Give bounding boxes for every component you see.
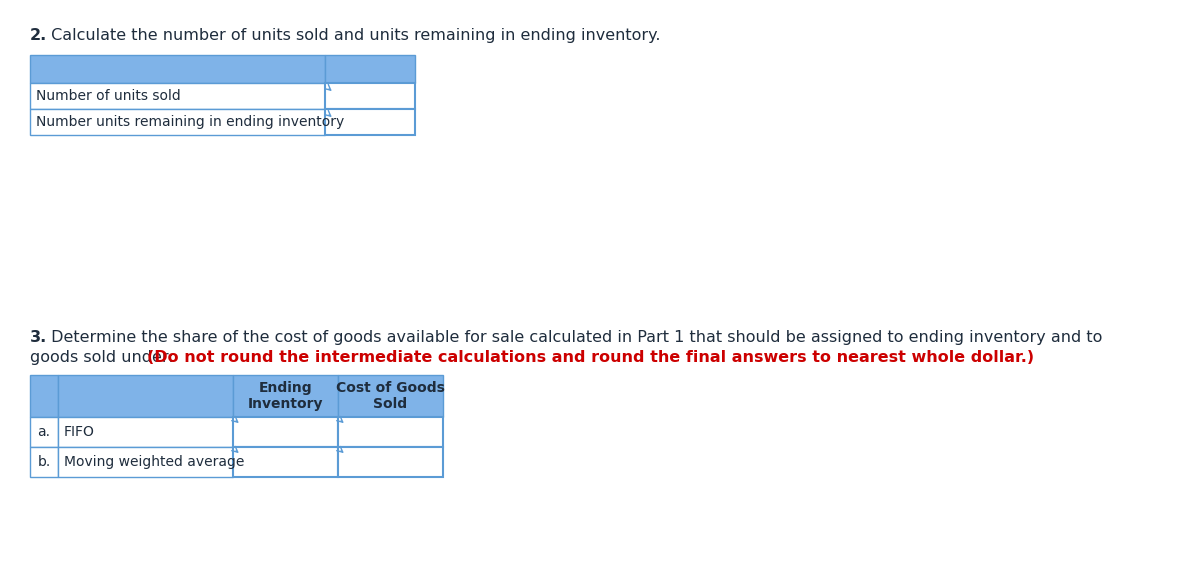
Text: Moving weighted average: Moving weighted average — [64, 455, 245, 469]
Bar — [325, 83, 415, 109]
Bar — [58, 447, 233, 477]
Bar — [30, 83, 325, 109]
Text: a.: a. — [37, 425, 50, 439]
Bar — [58, 417, 233, 447]
Text: Calculate the number of units sold and units remaining in ending inventory.: Calculate the number of units sold and u… — [46, 28, 660, 43]
Bar — [30, 447, 58, 477]
Bar — [325, 109, 415, 135]
Bar — [30, 55, 325, 83]
Text: Number units remaining in ending inventory: Number units remaining in ending invento… — [36, 115, 344, 129]
Bar — [30, 109, 325, 135]
Bar — [233, 417, 338, 447]
Bar — [338, 417, 443, 447]
Text: (Do not round the intermediate calculations and round the final answers to neare: (Do not round the intermediate calculati… — [148, 350, 1034, 365]
Text: goods sold under:: goods sold under: — [30, 350, 179, 365]
Bar — [30, 417, 58, 447]
Bar — [338, 375, 443, 417]
Bar — [233, 447, 338, 477]
Text: FIFO: FIFO — [64, 425, 95, 439]
Text: Number of units sold: Number of units sold — [36, 89, 181, 103]
Text: 2.: 2. — [30, 28, 47, 43]
Text: Cost of Goods
Sold: Cost of Goods Sold — [336, 381, 445, 411]
Bar — [325, 55, 415, 83]
Text: Determine the share of the cost of goods available for sale calculated in Part 1: Determine the share of the cost of goods… — [46, 330, 1103, 345]
Text: b.: b. — [37, 455, 50, 469]
Bar — [58, 375, 233, 417]
Bar — [30, 375, 58, 417]
Text: 3.: 3. — [30, 330, 47, 345]
Text: Ending
Inventory: Ending Inventory — [247, 381, 323, 411]
Bar — [338, 447, 443, 477]
Bar — [233, 375, 338, 417]
